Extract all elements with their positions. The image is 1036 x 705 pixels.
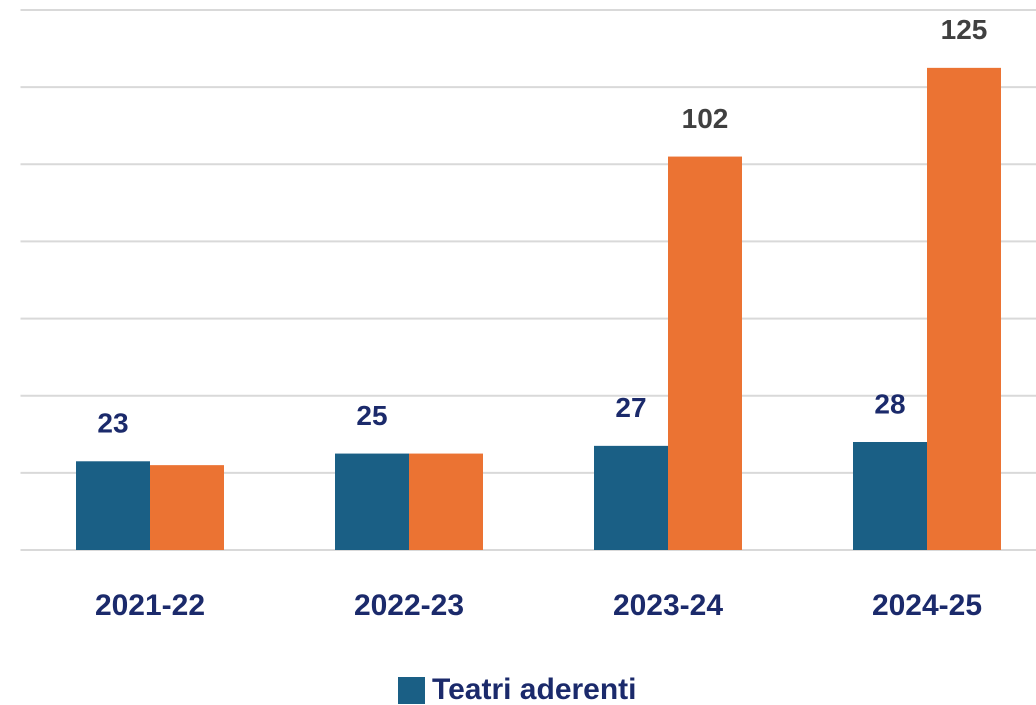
- data-label: 23: [97, 408, 128, 439]
- x-tick-label: 2021-22: [95, 589, 205, 622]
- x-tick-label: 2022-23: [354, 589, 464, 622]
- bar: [853, 442, 927, 550]
- x-tick-label: 2024-25: [872, 589, 982, 622]
- bar: [927, 67, 1001, 550]
- bar: [594, 445, 668, 550]
- bar: [76, 461, 150, 550]
- data-label: 27: [615, 392, 646, 423]
- legend-label: Teatri aderenti: [432, 673, 637, 705]
- data-label: 28: [874, 388, 905, 419]
- bar: [409, 453, 483, 550]
- legend-swatch: [398, 677, 425, 704]
- bar: [335, 453, 409, 550]
- x-tick-label: 2023-24: [613, 589, 723, 622]
- data-label: 25: [356, 400, 387, 431]
- bar: [150, 465, 224, 550]
- data-label: 125: [941, 14, 988, 45]
- data-label: 102: [682, 103, 729, 134]
- bar: [668, 156, 742, 551]
